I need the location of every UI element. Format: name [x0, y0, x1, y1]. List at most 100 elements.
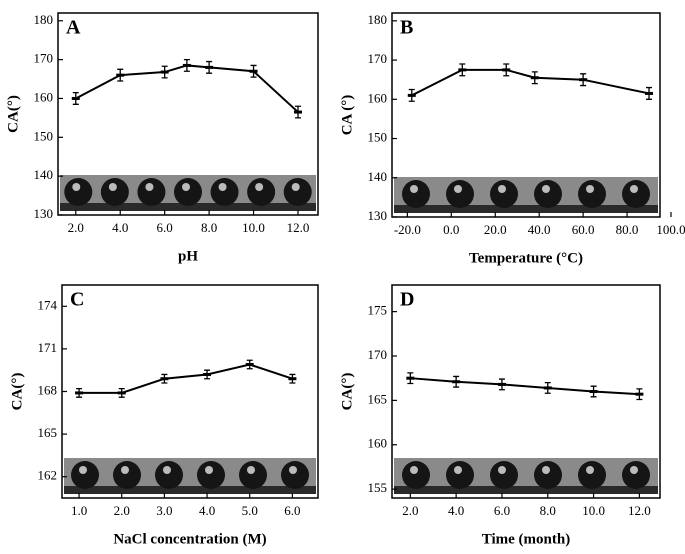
y-tick-label: 165 — [368, 391, 388, 406]
data-point — [294, 110, 302, 114]
droplet-highlight — [542, 185, 550, 193]
droplet-highlight — [586, 185, 594, 193]
droplet-highlight — [630, 466, 638, 474]
data-point — [579, 78, 588, 82]
y-tick-label: 140 — [368, 169, 388, 184]
y-tick-label: 175 — [368, 303, 388, 318]
panel-label: D — [400, 289, 414, 311]
droplet — [402, 180, 430, 208]
data-point — [406, 376, 415, 380]
data-line — [79, 363, 293, 394]
data-point — [203, 372, 212, 376]
data-point — [160, 70, 169, 74]
data-point — [543, 386, 552, 390]
y-tick-label: 170 — [368, 347, 388, 362]
x-tick-label: 100.0 — [656, 222, 685, 237]
droplet-highlight — [108, 183, 117, 191]
droplet — [578, 461, 606, 489]
y-tick-label: 130 — [34, 206, 54, 221]
droplet-highlight — [630, 185, 638, 193]
droplet-highlight — [163, 466, 171, 474]
y-tick-label: 174 — [38, 297, 58, 312]
x-tick-label: 6.0 — [284, 503, 300, 518]
droplet — [64, 178, 93, 206]
plot-frame — [391, 284, 661, 499]
droplet-highlight — [218, 183, 227, 191]
x-tick-label: 0.0 — [443, 222, 459, 237]
droplet — [622, 180, 650, 208]
x-tick-label: 60.0 — [572, 222, 595, 237]
x-axis-label: NaCl concentration (M) — [113, 531, 266, 547]
droplet — [446, 180, 474, 208]
y-tick-label: 180 — [34, 12, 54, 27]
droplet-highlight — [454, 466, 462, 474]
droplet-highlight — [121, 466, 129, 474]
droplet — [197, 461, 225, 489]
x-tick-label: 2.0 — [68, 220, 84, 235]
droplet-highlight — [498, 466, 506, 474]
data-point — [452, 380, 461, 384]
y-axis-label: CA(°) — [9, 373, 25, 411]
y-tick-label: 150 — [34, 128, 54, 143]
droplet — [247, 178, 276, 206]
droplet-highlight — [498, 185, 506, 193]
y-tick-label: 130 — [368, 208, 388, 223]
y-tick-label: 140 — [34, 167, 54, 182]
droplet-highlight — [410, 466, 418, 474]
droplet — [155, 461, 183, 489]
y-tick-label: 160 — [34, 89, 54, 104]
droplet — [402, 461, 430, 489]
y-tick-label: 160 — [368, 436, 388, 451]
data-line — [411, 68, 650, 97]
data-point — [288, 377, 297, 381]
droplet — [137, 178, 166, 206]
data-point — [645, 91, 654, 95]
droplet-substrate — [394, 205, 658, 213]
x-tick-label: 8.0 — [201, 220, 217, 235]
y-tick-label: 165 — [38, 425, 58, 440]
data-point — [245, 363, 254, 367]
data-point — [182, 63, 191, 67]
x-tick-label: 12.0 — [628, 503, 651, 518]
y-axis-label: CA(°) — [339, 373, 355, 411]
y-tick-label: 168 — [38, 382, 58, 397]
data-point — [160, 377, 169, 381]
droplet-substrate — [64, 486, 316, 494]
y-axis-label: CA(°) — [5, 95, 21, 133]
droplet-highlight — [205, 466, 213, 474]
droplet — [210, 178, 239, 206]
x-tick-label: 4.0 — [448, 503, 464, 518]
panel-label: A — [66, 17, 81, 39]
x-tick-label: 3.0 — [156, 503, 172, 518]
data-point — [635, 392, 644, 396]
droplet-substrate — [60, 203, 316, 211]
data-point — [75, 391, 84, 395]
droplet — [113, 461, 141, 489]
y-axis-label: CA (°) — [339, 95, 355, 136]
x-axis-label: pH — [178, 248, 198, 264]
data-point — [502, 68, 511, 72]
data-point — [116, 73, 125, 77]
droplet — [622, 461, 650, 489]
x-tick-label: 12.0 — [287, 220, 310, 235]
droplet — [239, 461, 267, 489]
droplet-highlight — [542, 466, 550, 474]
plot-frame — [391, 12, 661, 218]
data-point — [71, 96, 80, 100]
droplet-highlight — [289, 466, 297, 474]
x-tick-label: 5.0 — [242, 503, 258, 518]
droplet — [446, 461, 474, 489]
panel-label: B — [400, 17, 413, 39]
x-axis-label: Temperature (°C) — [469, 250, 583, 266]
data-point — [497, 382, 506, 386]
x-tick-label: 4.0 — [112, 220, 128, 235]
data-line — [75, 64, 299, 113]
droplet-highlight — [410, 185, 418, 193]
data-point — [205, 65, 214, 69]
data-point — [589, 390, 598, 393]
x-tick-label: 2.0 — [402, 503, 418, 518]
droplet — [534, 180, 562, 208]
droplet-highlight — [255, 183, 264, 191]
x-tick-label: 8.0 — [540, 503, 556, 518]
